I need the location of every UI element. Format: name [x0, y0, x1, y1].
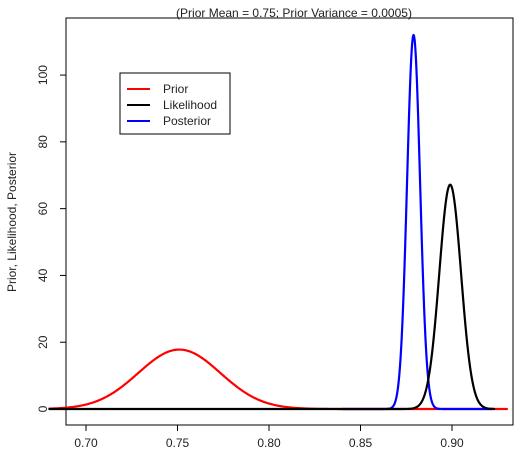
y-axis: 0 20 40 60 80 100 [36, 65, 67, 412]
chart-title: (Prior Mean = 0.75; Prior Variance = 0.0… [176, 6, 412, 20]
y-tick-label: 80 [36, 135, 50, 149]
x-tick-label: 0.75 [166, 436, 190, 450]
legend-label: Posterior [163, 114, 211, 128]
y-tick-label: 0 [36, 405, 50, 412]
legend-items: Prior Likelihood Posterior [127, 82, 217, 128]
x-tick-label: 0.80 [257, 436, 281, 450]
y-tick-label: 40 [36, 268, 50, 282]
x-tick-label: 0.70 [74, 436, 98, 450]
series-line-likelihood [48, 183, 496, 411]
x-axis: 0.70 0.75 0.80 0.85 0.90 [74, 424, 464, 450]
series-line-posterior [341, 33, 494, 411]
legend-box [119, 72, 231, 135]
legend-label: Likelihood [163, 98, 217, 112]
x-tick-label: 0.90 [440, 436, 464, 450]
series-layer [48, 33, 508, 411]
legend-label: Prior [163, 82, 188, 96]
y-tick-label: 100 [36, 65, 50, 85]
y-tick-label: 20 [36, 335, 50, 349]
series-line-prior [48, 348, 508, 411]
x-tick-label: 0.85 [349, 436, 373, 450]
legend: Prior Likelihood Posterior [119, 72, 231, 135]
y-axis-label: Prior, Likelihood, Posterior [5, 152, 19, 292]
y-tick-label: 60 [36, 202, 50, 216]
